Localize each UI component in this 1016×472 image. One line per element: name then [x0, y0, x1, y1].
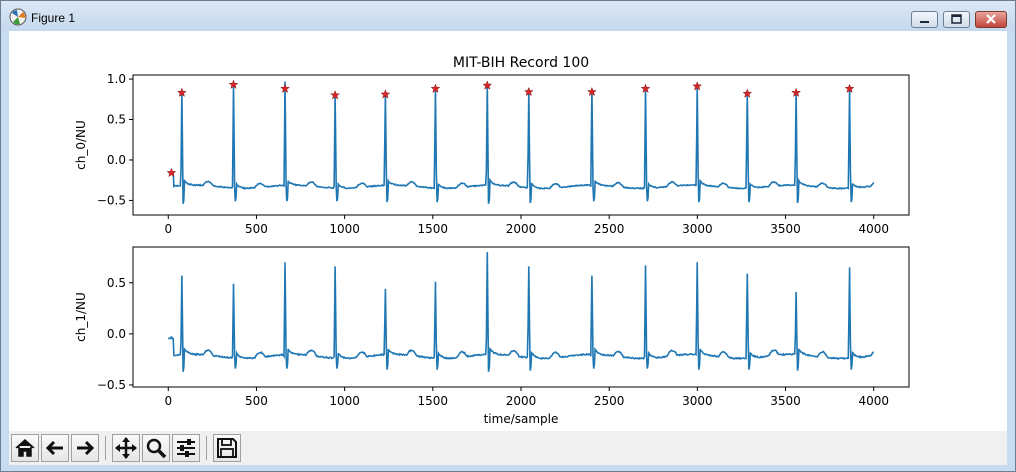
peak-marker	[228, 79, 239, 89]
back-arrow-icon	[45, 440, 63, 456]
x-tick-label: 500	[245, 394, 268, 408]
x-tick-label: 3000	[682, 394, 713, 408]
peak-marker	[166, 167, 177, 178]
y-tick-label: 0.5	[107, 113, 126, 127]
matplotlib-icon	[9, 8, 27, 26]
x-tick-label: 500	[245, 222, 268, 236]
window-title: Figure 1	[31, 11, 76, 25]
zoom-button[interactable]	[142, 434, 170, 462]
maximize-button[interactable]	[943, 11, 970, 28]
close-icon	[986, 14, 996, 24]
forward-button[interactable]	[71, 434, 99, 462]
x-tick-label: 2500	[594, 394, 625, 408]
chart-svg: 0 500 1000 1500 2000 2500 3000 3500 4000 −0.5 0.0 0…	[74, 55, 910, 426]
y-tick-label: −0.5	[97, 378, 126, 392]
pan-icon	[115, 437, 137, 459]
title-bar[interactable]: Figure 1	[1, 1, 1015, 31]
maximize-icon	[951, 14, 962, 24]
y-tick-label: −0.5	[97, 193, 126, 207]
x-tick-label: 3000	[682, 222, 713, 236]
x-tick-label: 0	[164, 222, 172, 236]
x-tick-label: 2000	[506, 394, 537, 408]
peak-marker	[482, 80, 493, 90]
x-axis-label: time/sample	[484, 412, 559, 426]
y-axis-label: ch_1/NU	[74, 292, 88, 342]
peak-marker	[791, 87, 802, 97]
axes-frame	[132, 74, 910, 216]
series-line-ch1	[167, 252, 875, 372]
x-tick-label: 1500	[418, 394, 449, 408]
configure-subplots-button[interactable]	[172, 434, 200, 462]
peak-marker	[523, 86, 534, 97]
figure-canvas[interactable]: 0 500 1000 1500 2000 2500 3000 3500 4000 −0.5 0.0 0…	[9, 31, 1007, 431]
pan-button[interactable]	[112, 434, 140, 462]
back-button[interactable]	[41, 434, 69, 462]
forward-arrow-icon	[77, 440, 95, 456]
home-button[interactable]	[11, 434, 39, 462]
x-tick-label: 4000	[858, 394, 889, 408]
peak-marker	[176, 87, 187, 97]
x-tick-label: 2500	[594, 222, 625, 236]
peak-marker	[844, 83, 855, 93]
configure-subplots-icon	[177, 439, 195, 457]
peak-marker	[586, 86, 597, 97]
peak-marker	[330, 89, 341, 100]
save-button[interactable]	[213, 434, 241, 462]
y-tick-label: 0.0	[107, 153, 126, 167]
save-icon	[217, 438, 237, 458]
close-button[interactable]	[975, 11, 1007, 28]
home-icon	[15, 438, 35, 457]
chart-title: MIT-BIH Record 100	[453, 55, 589, 71]
minimize-icon	[920, 21, 929, 23]
toolbar-separator	[105, 436, 106, 460]
x-tick-label: 1000	[329, 222, 360, 236]
navigation-toolbar	[9, 431, 1007, 465]
zoom-icon	[146, 438, 167, 459]
peak-marker	[430, 83, 441, 93]
x-tick-label: 2000	[506, 222, 537, 236]
y-tick-label: 0.5	[107, 276, 126, 290]
peak-marker	[640, 83, 651, 93]
x-tick-label: 1500	[418, 222, 449, 236]
peak-marker	[380, 89, 391, 99]
peak-marker	[692, 81, 703, 91]
y-axis-label: ch_0/NU	[74, 120, 88, 170]
peak-marker	[280, 83, 290, 93]
x-tick-label: 0	[164, 394, 172, 408]
y-tick-label: 0.0	[107, 327, 126, 341]
peak-marker	[742, 88, 753, 98]
minimize-button[interactable]	[911, 11, 938, 28]
axes-frame	[132, 246, 910, 388]
x-tick-label: 1000	[329, 394, 360, 408]
y-tick-label: 1.0	[107, 72, 126, 86]
x-tick-label: 3500	[770, 222, 801, 236]
x-tick-label: 4000	[858, 222, 889, 236]
x-tick-label: 3500	[770, 394, 801, 408]
toolbar-separator	[206, 436, 207, 460]
series-line-ch0	[167, 81, 875, 204]
